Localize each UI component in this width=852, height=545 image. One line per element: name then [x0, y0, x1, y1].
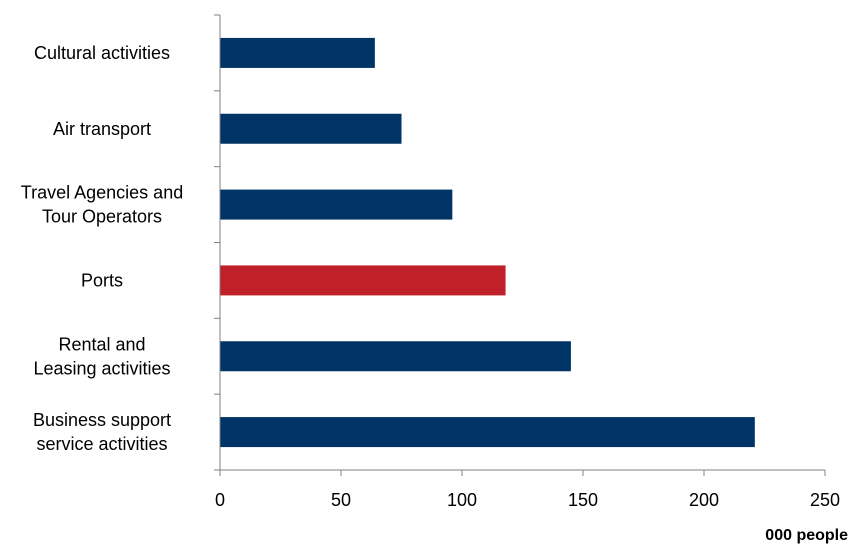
x-axis-title: 000 people — [765, 527, 848, 544]
axis-ticks-group — [214, 14, 826, 476]
category-label: Air transport — [53, 119, 151, 139]
bar — [220, 113, 402, 144]
category-labels-group: Cultural activities Air transport Travel A… — [21, 43, 183, 454]
x-tick-label: 150 — [568, 490, 598, 510]
bar — [220, 341, 571, 372]
x-tick-label: 200 — [689, 490, 719, 510]
x-tick-label: 100 — [447, 490, 477, 510]
category-label: Business support service activities — [33, 410, 171, 454]
bar — [220, 189, 453, 220]
x-tick-label: 0 — [215, 490, 225, 510]
category-label: Ports — [81, 270, 123, 290]
x-tick-label: 250 — [810, 490, 840, 510]
category-label: Cultural activities — [34, 43, 170, 63]
bar — [220, 265, 506, 296]
category-label: Rental and Leasing activities — [33, 334, 170, 378]
bar — [220, 37, 375, 68]
x-tick-labels-group: 0 50 100 150 200 250 — [215, 490, 840, 510]
bar — [220, 417, 755, 448]
bars-group — [220, 37, 755, 448]
x-tick-label: 50 — [331, 490, 351, 510]
category-label: Travel Agencies and Tour Operators — [21, 183, 183, 227]
